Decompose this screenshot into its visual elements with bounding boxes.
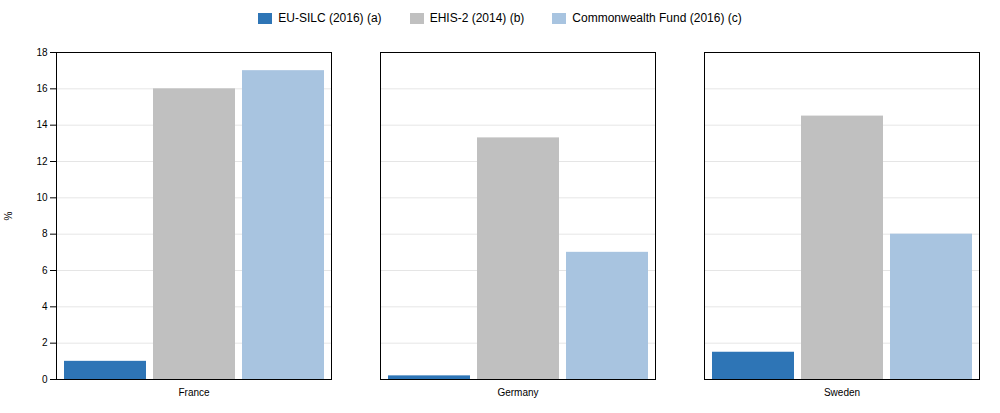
html-text:EU-SILC (2016) (a): EU-SILC (2016) (a) [278, 11, 382, 25]
html-text:EHIS-2 (2014) (b): EHIS-2 (2014) (b) [429, 11, 525, 25]
svg-text:18: 18 [36, 47, 48, 58]
svg-text:2: 2 [42, 337, 48, 348]
svg-text:6: 6 [42, 265, 48, 276]
svg-text:12: 12 [36, 156, 48, 167]
svg-text:14: 14 [36, 119, 48, 130]
html-text:Commonwealth Fund (2016) (c): Commonwealth Fund (2016) (c) [572, 11, 742, 25]
svg-text:%: % [3, 211, 14, 220]
svg-text:0: 0 [42, 374, 48, 385]
svg-text:4: 4 [42, 301, 48, 312]
svg-text:Germany: Germany [497, 387, 538, 398]
svg-text:8: 8 [42, 228, 48, 239]
svg-text:16: 16 [36, 83, 48, 94]
svg-text:Sweden: Sweden [824, 387, 860, 398]
svg-text:10: 10 [36, 192, 48, 203]
svg-text:France: France [178, 387, 210, 398]
